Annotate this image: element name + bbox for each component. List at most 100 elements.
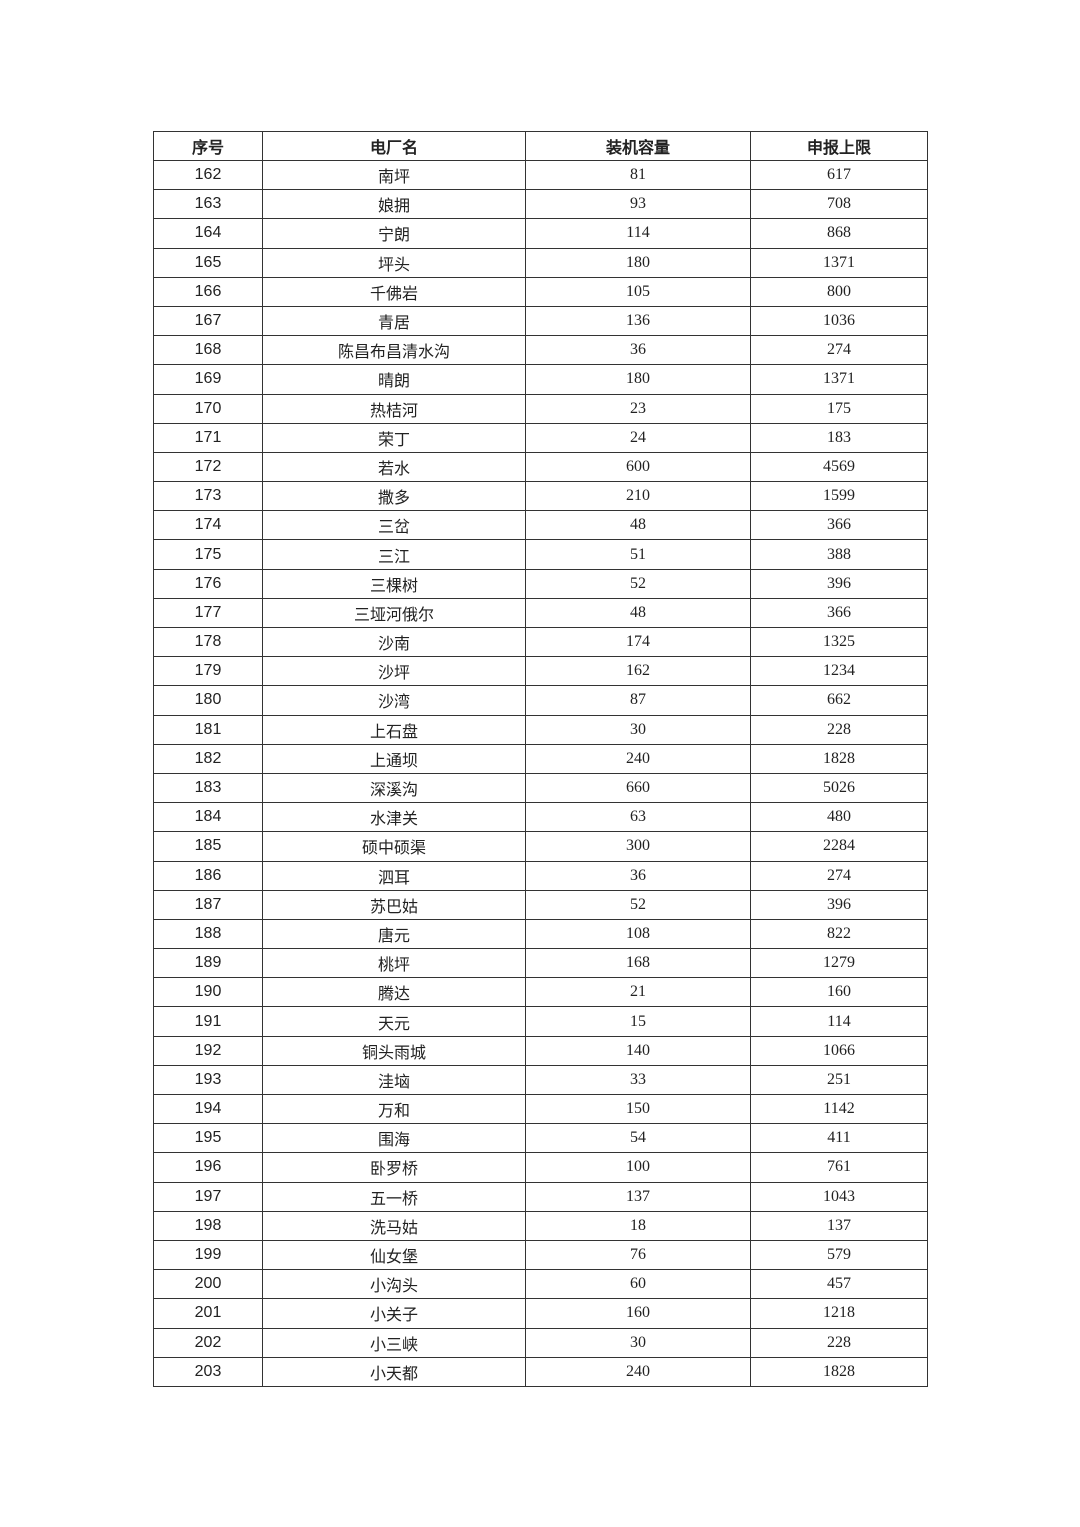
cell-capacity: 18 [525,1210,751,1241]
cell-capacity: 162 [525,656,751,687]
cell-limit: 868 [750,218,928,249]
table-row: 163 娘拥 93 708 [153,189,928,220]
table-row: 184 水津关 63 480 [153,802,928,833]
cell-plant-name: 若水 [262,451,526,483]
cell-plant-name: 天元 [262,1006,526,1037]
table-row: 193 洼垴 33 251 [153,1064,928,1096]
cell-index: 180 [153,685,263,716]
cell-index: 165 [153,247,263,278]
cell-index: 201 [153,1298,263,1329]
cell-index: 171 [153,422,263,453]
cell-capacity: 15 [525,1006,751,1037]
table-row: 171 荣丁 24 183 [153,422,928,453]
cell-plant-name: 五一桥 [262,1181,526,1212]
cell-capacity: 36 [525,335,751,366]
cell-capacity: 23 [525,393,751,424]
cell-plant-name: 腾达 [262,977,526,1008]
cell-plant-name: 小天都 [262,1356,526,1387]
table-row: 196 卧罗桥 100 761 [153,1152,928,1183]
cell-plant-name: 上通坝 [262,743,526,774]
cell-index: 177 [153,597,263,629]
cell-limit: 1371 [750,247,928,278]
table-row: 188 唐元 108 822 [153,918,928,950]
cell-index: 186 [153,860,263,891]
cell-capacity: 81 [525,159,751,191]
table-row: 165 坪头 180 1371 [153,247,928,278]
table-row: 192 铜头雨城 140 1066 [153,1035,928,1066]
cell-limit: 1043 [750,1181,928,1212]
cell-plant-name: 洼垴 [262,1064,526,1096]
cell-index: 198 [153,1210,263,1241]
cell-capacity: 63 [525,802,751,833]
cell-plant-name: 三垭河俄尔 [262,597,526,629]
cell-index: 190 [153,977,263,1008]
cell-plant-name: 小沟头 [262,1269,526,1300]
cell-index: 185 [153,831,263,862]
cell-limit: 1599 [750,481,928,512]
table-row: 201 小关子 160 1218 [153,1298,928,1329]
cell-index: 176 [153,568,263,599]
table-row: 167 青居 136 1036 [153,305,928,337]
cell-plant-name: 仙女堡 [262,1239,526,1271]
cell-limit: 366 [750,510,928,541]
cell-index: 192 [153,1035,263,1066]
cell-index: 175 [153,539,263,570]
cell-capacity: 240 [525,1356,751,1387]
table-row: 175 三江 51 388 [153,539,928,570]
table-row: 176 三棵树 52 396 [153,568,928,599]
cell-capacity: 180 [525,247,751,278]
table-row: 182 上通坝 240 1828 [153,743,928,774]
cell-index: 199 [153,1239,263,1271]
table-row: 172 若水 600 4569 [153,451,928,483]
cell-index: 173 [153,481,263,512]
cell-index: 172 [153,451,263,483]
cell-plant-name: 坪头 [262,247,526,278]
cell-capacity: 30 [525,714,751,745]
cell-limit: 1218 [750,1298,928,1329]
table-row: 162 南坪 81 617 [153,159,928,191]
cell-capacity: 300 [525,831,751,862]
cell-capacity: 180 [525,364,751,395]
cell-plant-name: 晴朗 [262,364,526,395]
cell-limit: 1234 [750,656,928,687]
cell-index: 167 [153,305,263,337]
cell-limit: 1066 [750,1035,928,1066]
cell-capacity: 210 [525,481,751,512]
cell-capacity: 21 [525,977,751,1008]
table-row: 180 沙湾 87 662 [153,685,928,716]
cell-limit: 1325 [750,626,928,658]
table-row: 187 苏巴姑 52 396 [153,889,928,920]
cell-plant-name: 围海 [262,1123,526,1154]
cell-limit: 800 [750,276,928,307]
cell-capacity: 48 [525,510,751,541]
table-row: 191 天元 15 114 [153,1006,928,1037]
cell-index: 162 [153,159,263,191]
cell-index: 191 [153,1006,263,1037]
cell-capacity: 137 [525,1181,751,1212]
cell-plant-name: 泗耳 [262,860,526,891]
cell-limit: 5026 [750,772,928,804]
cell-index: 179 [153,656,263,687]
table-row: 202 小三峡 30 228 [153,1327,928,1358]
cell-limit: 761 [750,1152,928,1183]
cell-plant-name: 小三峡 [262,1327,526,1358]
table-row: 164 宁朗 114 868 [153,218,928,249]
cell-capacity: 60 [525,1269,751,1300]
cell-limit: 822 [750,918,928,950]
cell-capacity: 114 [525,218,751,249]
cell-index: 174 [153,510,263,541]
cell-capacity: 30 [525,1327,751,1358]
cell-index: 194 [153,1093,263,1125]
cell-limit: 579 [750,1239,928,1271]
cell-index: 166 [153,276,263,307]
cell-plant-name: 沙南 [262,626,526,658]
cell-plant-name: 卧罗桥 [262,1152,526,1183]
table-row: 179 沙坪 162 1234 [153,656,928,687]
table-row: 170 热桔河 23 175 [153,393,928,424]
cell-limit: 662 [750,685,928,716]
cell-plant-name: 娘拥 [262,189,526,220]
table-body: 162 南坪 81 617 163 娘拥 93 708 164 宁朗 114 868 165 坪头 180 1… [153,159,928,1387]
cell-capacity: 76 [525,1239,751,1271]
cell-index: 197 [153,1181,263,1212]
table-row: 195 围海 54 411 [153,1123,928,1154]
